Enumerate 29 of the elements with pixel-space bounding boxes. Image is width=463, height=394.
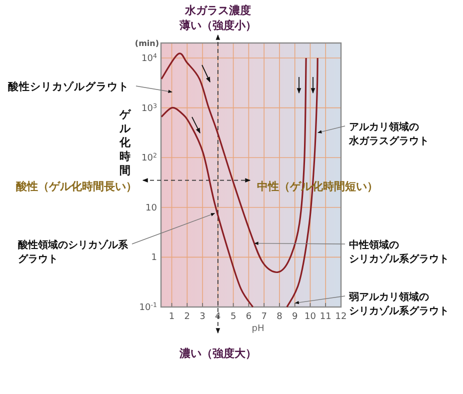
annotation: 酸性領域のシリカゾル系グラウト bbox=[18, 240, 128, 265]
y-tick-label: 10 bbox=[146, 203, 158, 214]
x-tick-label: 7 bbox=[261, 312, 267, 322]
annotation: 中性領域のシリカゾル系グラウト bbox=[349, 240, 449, 265]
x-tick-label: 5 bbox=[230, 312, 236, 322]
annotation: (min) bbox=[134, 39, 159, 48]
annotation: 濃い（強度大） bbox=[180, 347, 256, 360]
x-tick-label: 6 bbox=[246, 312, 252, 322]
annotation: 水ガラス濃度 bbox=[185, 4, 251, 17]
annotation: 酸性（ゲル化時間長い） bbox=[16, 180, 137, 193]
annotation: 弱アルカリ領域のシリカゾル系グラウト bbox=[349, 292, 449, 317]
y-tick-label: 10$^{2}$ bbox=[142, 152, 157, 164]
x-tick-label: 12 bbox=[335, 312, 347, 322]
x-tick-label: 10 bbox=[304, 312, 316, 322]
annotation: 酸性シリカゾルグラウト bbox=[8, 81, 129, 93]
annotation: アルカリ領域の水ガラスグラウト bbox=[349, 122, 429, 147]
y-tick-label: 10$^{3}$ bbox=[142, 102, 157, 114]
x-tick-label: 2 bbox=[184, 312, 190, 322]
ylabel: ゲル化時間 bbox=[120, 108, 130, 177]
y-tick-label: 10$^{-1}$ bbox=[139, 302, 157, 313]
x-tick-label: 11 bbox=[320, 312, 332, 322]
x-tick-label: 3 bbox=[200, 312, 206, 322]
y-tick-label: 10$^{4}$ bbox=[142, 52, 157, 64]
x-tick-label: 8 bbox=[276, 312, 283, 322]
y-tick-label: 1 bbox=[151, 253, 157, 264]
x-tick-label: 1 bbox=[168, 312, 175, 322]
x-tick-label: 9 bbox=[292, 312, 298, 322]
annotation: 薄い（強度小） bbox=[180, 19, 256, 32]
x-axis-title: pH bbox=[252, 324, 264, 334]
